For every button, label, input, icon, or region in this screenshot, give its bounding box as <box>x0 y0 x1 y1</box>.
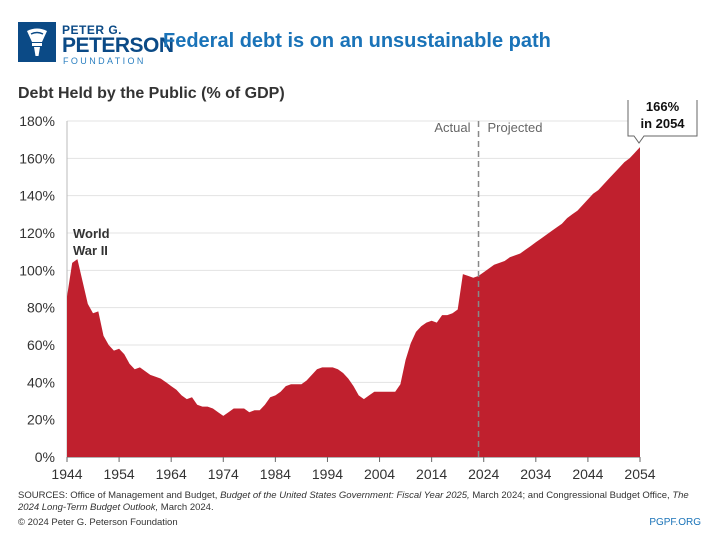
headline: Federal debt is on an unsustainable path <box>163 30 551 52</box>
y-tick-label: 60% <box>27 337 55 353</box>
debt-chart: 0%20%40%60%80%100%120%140%160%180% 1944 1… <box>19 100 698 482</box>
projected-label: Projected <box>488 120 543 135</box>
x-tick-label: 2014 <box>416 466 447 482</box>
y-tick-label: 160% <box>19 150 55 166</box>
plot-area <box>67 121 640 457</box>
x-tick-label: 1984 <box>260 466 291 482</box>
end-value-callout: 166% in 2054 <box>627 100 698 144</box>
y-tick-label: 0% <box>35 449 55 465</box>
y-tick-label: 20% <box>27 412 55 428</box>
y-tick-label: 80% <box>27 300 55 316</box>
chart-title: Debt Held by the Public (% of GDP) <box>18 85 285 102</box>
foundation-logo[interactable]: PETER G. PETERSON FOUNDATION <box>18 22 174 66</box>
sources-title-cbo: The 2024 Long-Term Budget Outlook, <box>18 490 689 513</box>
copyright-note: © 2024 Peter G. Peterson Foundation <box>18 517 178 528</box>
y-tick-label: 40% <box>27 374 55 390</box>
logo-text-line3: FOUNDATION <box>63 56 146 66</box>
x-tick-label: 1974 <box>208 466 239 482</box>
torch-icon <box>27 28 47 56</box>
x-tick-label: 1944 <box>51 466 82 482</box>
x-tick-label: 2054 <box>624 466 655 482</box>
y-tick-label: 140% <box>19 188 55 204</box>
callout-line1: 166% <box>646 100 680 114</box>
x-tick-label: 1954 <box>104 466 135 482</box>
y-tick-label: 100% <box>19 262 55 278</box>
sources-prefix: SOURCES: Office of Management and Budget… <box>18 490 221 501</box>
sources-suffix: March 2024. <box>158 502 214 513</box>
logo-text-line2: PETERSON <box>62 34 174 57</box>
y-tick-label: 120% <box>19 225 55 241</box>
logo-text-line1: PETER G. <box>62 23 123 37</box>
debt-area-series <box>67 147 640 457</box>
actual-label: Actual <box>434 120 470 135</box>
callout-box <box>627 100 698 144</box>
sources-middle: March 2024; and Congressional Budget Off… <box>469 490 673 501</box>
x-tick-label: 2044 <box>572 466 603 482</box>
x-tick-label: 1994 <box>312 466 343 482</box>
logo-mark <box>18 22 56 62</box>
ww2-annotation: World War II <box>73 226 113 258</box>
x-tick-label: 2024 <box>468 466 499 482</box>
ww2-line1: World <box>73 226 110 241</box>
sources-title-omb: Budget of the United States Government: … <box>220 490 470 501</box>
website-link[interactable]: PGPF.ORG <box>649 517 701 528</box>
sources-note: SOURCES: Office of Management and Budget… <box>18 490 708 514</box>
callout-line2: in 2054 <box>640 116 685 131</box>
x-axis: 1944 1954 1964 1974 1984 1994 2004 2014 2024 2034… <box>51 456 656 482</box>
x-tick-label: 2034 <box>520 466 551 482</box>
x-tick-label: 2004 <box>364 466 395 482</box>
x-tick-label: 1964 <box>156 466 187 482</box>
ww2-line2: War II <box>73 243 108 258</box>
y-tick-label: 180% <box>19 113 55 129</box>
